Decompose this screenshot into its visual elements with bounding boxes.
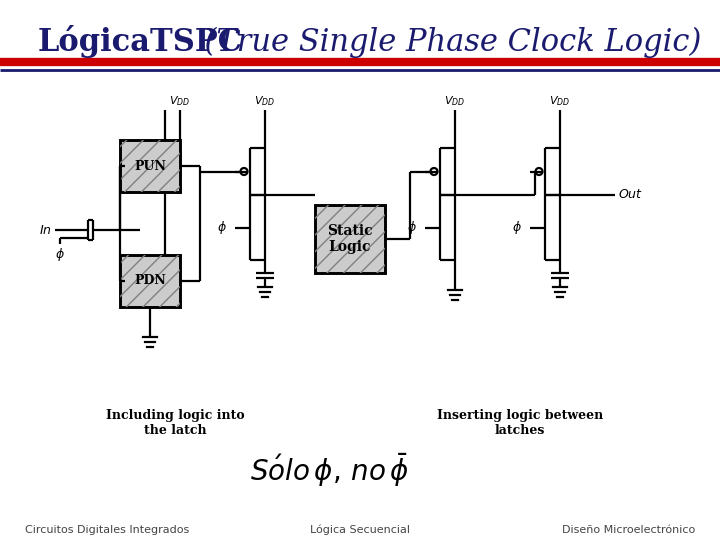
Text: $V_{DD}$: $V_{DD}$ — [549, 94, 571, 108]
Bar — [120, 140, 180, 192]
Text: $Out$: $Out$ — [618, 188, 643, 201]
Text: $\phi$: $\phi$ — [407, 219, 417, 236]
Text: Lógica Secuencial: Lógica Secuencial — [310, 525, 410, 535]
Text: (True Single Phase Clock Logic): (True Single Phase Clock Logic) — [185, 26, 701, 58]
Bar — [315, 205, 385, 273]
Text: the latch: the latch — [144, 423, 207, 436]
Text: $S\acute{o}lo\,\phi,\,no\,\bar{\phi}$: $S\acute{o}lo\,\phi,\,no\,\bar{\phi}$ — [251, 451, 410, 489]
Text: $V_{DD}$: $V_{DD}$ — [254, 94, 276, 108]
Text: Diseño Microelectrónico: Diseño Microelectrónico — [562, 525, 695, 535]
Bar — [315, 205, 385, 273]
Text: $\phi$: $\phi$ — [217, 219, 227, 236]
Text: Static
Logic: Static Logic — [327, 224, 373, 254]
Text: Circuitos Digitales Integrados: Circuitos Digitales Integrados — [25, 525, 189, 535]
Text: $In$: $In$ — [39, 224, 52, 237]
Text: $V_{DD}$: $V_{DD}$ — [169, 94, 191, 108]
Text: $\phi$: $\phi$ — [55, 246, 65, 263]
Text: $V_{DD}$: $V_{DD}$ — [444, 94, 466, 108]
Text: PDN: PDN — [134, 274, 166, 287]
Text: Inserting logic between: Inserting logic between — [437, 408, 603, 422]
Bar — [120, 255, 180, 307]
Text: LógicaTSPC: LógicaTSPC — [38, 25, 243, 58]
Bar — [120, 140, 180, 192]
Text: latches: latches — [495, 423, 545, 436]
Text: PUN: PUN — [134, 159, 166, 172]
Bar — [120, 255, 180, 307]
Text: Including logic into: Including logic into — [106, 408, 244, 422]
Text: $\phi$: $\phi$ — [512, 219, 522, 236]
